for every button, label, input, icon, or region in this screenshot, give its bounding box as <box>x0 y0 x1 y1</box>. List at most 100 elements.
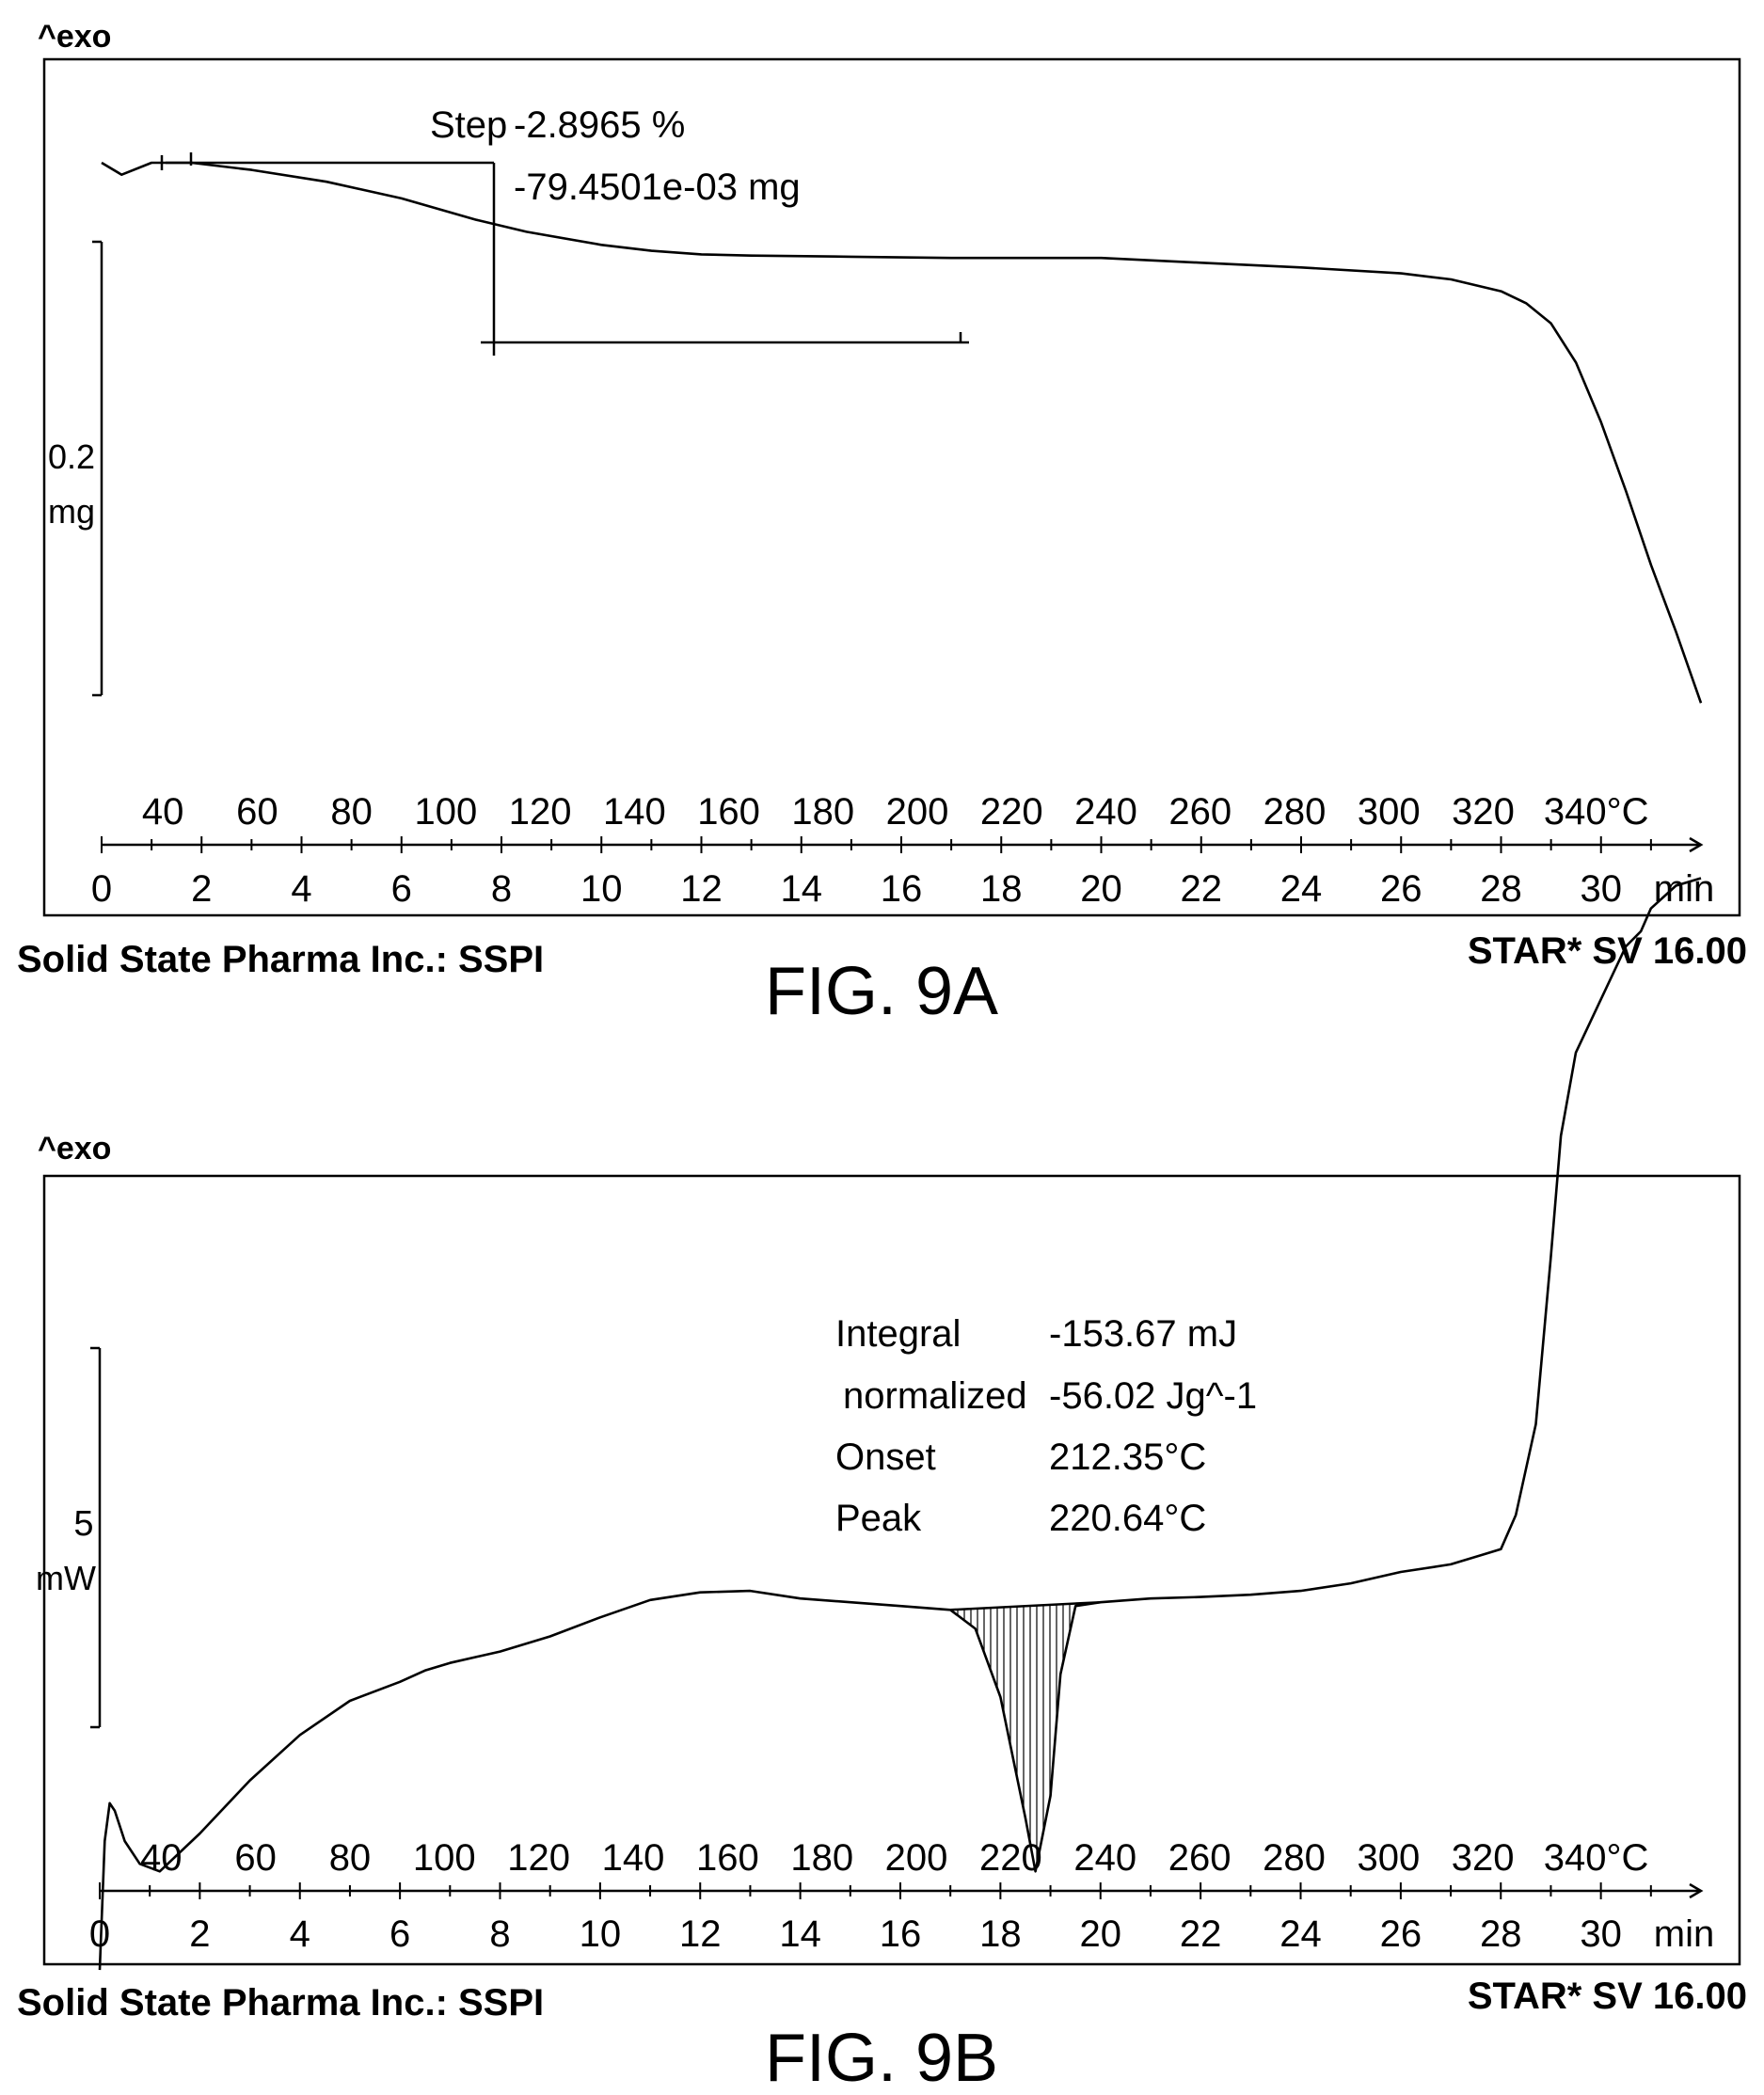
temp-tick-label-9a: 320 <box>1452 791 1515 833</box>
temp-tick-label-9a: 140 <box>603 791 666 833</box>
footer-right-9a: STAR* SV 16.00 <box>1468 930 1747 972</box>
time-tick-label-9b: 16 <box>880 1913 922 1955</box>
temp-tick-label-9a: 340°C <box>1544 791 1649 833</box>
exo-label-9a: ^exo <box>38 19 111 55</box>
time-tick-label-9a: 22 <box>1181 868 1223 910</box>
temp-tick-label-9b: 240 <box>1073 1837 1136 1879</box>
temp-tick-label-9b: 40 <box>140 1837 183 1879</box>
time-tick-label-9a: 20 <box>1080 868 1122 910</box>
scale-bar-value-9a: 0.2 <box>48 437 95 476</box>
scale-bar-9b: 5 mW <box>36 1346 102 1729</box>
temp-tick-label-9a: 160 <box>697 791 760 833</box>
scale-bar-value-9b: 5 <box>73 1504 93 1544</box>
step-label-9a: Step <box>430 104 507 146</box>
temp-tick-label-9a: 200 <box>886 791 949 833</box>
time-axis-arrow-9a <box>1689 836 1704 853</box>
footer-left-9a: Solid State Pharma Inc.: SSPI <box>17 939 544 980</box>
plot-frame-9b <box>42 1174 1741 1966</box>
time-tick-label-9a: 28 <box>1480 868 1522 910</box>
scale-bar-unit-9b: mW <box>36 1559 96 1597</box>
temp-tick-label-9b: 320 <box>1452 1837 1515 1879</box>
step-annotation-9a: Step -2.8965 % -79.4501e-03 mg <box>160 104 969 356</box>
footer-left-9b: Solid State Pharma Inc.: SSPI <box>17 1982 544 2024</box>
footer-right-9b: STAR* SV 16.00 <box>1468 1976 1747 2017</box>
temp-tick-label-9b: 300 <box>1357 1837 1420 1879</box>
integration-annotation-9b: Integral -153.67 mJ normalized -56.02 Jg… <box>835 1313 1257 1539</box>
peak-value-9b: 220.64°C <box>1049 1498 1206 1539</box>
time-tick-label-9b: 20 <box>1080 1913 1122 1955</box>
integration-baseline-9b <box>950 1600 1101 1611</box>
temp-tick-label-9a: 40 <box>142 791 184 833</box>
temp-tick-label-9a: 260 <box>1168 791 1232 833</box>
time-tick-label-9a: min <box>1654 868 1714 910</box>
temp-tick-label-9a: 280 <box>1263 791 1327 833</box>
time-tick-label-9a: 30 <box>1581 868 1623 910</box>
time-tick-label-9b: 22 <box>1180 1913 1222 1955</box>
time-tick-label-9a: 8 <box>491 868 512 910</box>
time-tick-label-9a: 14 <box>781 868 823 910</box>
temp-tick-label-9b: 140 <box>602 1837 665 1879</box>
plot-frame-9a <box>42 57 1741 917</box>
temp-tick-label-9a: 100 <box>414 791 477 833</box>
temp-tick-label-9b: 160 <box>696 1837 759 1879</box>
temp-tick-label-9b: 180 <box>790 1837 853 1879</box>
onset-value-9b: 212.35°C <box>1049 1436 1206 1478</box>
time-axis-arrow-9b <box>1689 1882 1704 1899</box>
temp-tick-label-9b: 260 <box>1168 1837 1232 1879</box>
time-tick-label-9b: 30 <box>1580 1913 1622 1955</box>
time-tick-label-9b: 4 <box>290 1913 310 1955</box>
scale-bar-unit-9a: mg <box>48 492 95 531</box>
series-line-9b <box>98 877 1702 1971</box>
time-tick-label-9b: 10 <box>580 1913 622 1955</box>
temp-tick-label-9a: 240 <box>1074 791 1137 833</box>
series-line-9a <box>101 161 1703 704</box>
normalized-label-9b: normalized <box>843 1375 1027 1417</box>
temp-tick-label-9b: 200 <box>885 1837 948 1879</box>
normalized-value-9b: -56.02 Jg^-1 <box>1049 1375 1257 1417</box>
time-tick-label-9a: 18 <box>980 868 1023 910</box>
temp-tick-label-9b: 220 <box>979 1837 1042 1879</box>
time-tick-label-9b: 26 <box>1380 1913 1422 1955</box>
temp-tick-label-9b: 340°C <box>1544 1837 1649 1879</box>
temp-tick-label-9a: 120 <box>509 791 572 833</box>
temp-tick-label-9b: 120 <box>507 1837 570 1879</box>
figure-label-9a: FIG. 9A <box>765 954 998 1029</box>
chart-9b: ^exo 5 mW Integral -153.67 mJ normalized… <box>17 877 1747 2095</box>
temp-tick-label-9b: 100 <box>413 1837 476 1879</box>
time-tick-label-9b: 24 <box>1279 1913 1322 1955</box>
time-tick-label-9a: 6 <box>391 868 412 910</box>
time-tick-label-9a: 0 <box>91 868 112 910</box>
temp-tick-label-9b: 80 <box>329 1837 372 1879</box>
time-tick-label-9a: 16 <box>881 868 923 910</box>
time-tick-label-9b: 0 <box>89 1913 110 1955</box>
step-percent-9a: -2.8965 % <box>514 104 685 146</box>
time-tick-label-9a: 4 <box>291 868 311 910</box>
time-tick-label-9b: 2 <box>189 1913 210 1955</box>
time-tick-label-9a: 2 <box>191 868 212 910</box>
peak-label-9b: Peak <box>835 1498 922 1539</box>
time-tick-label-9b: 8 <box>489 1913 510 1955</box>
time-tick-label-9a: 10 <box>580 868 623 910</box>
step-mass-9a: -79.4501e-03 mg <box>514 167 801 208</box>
onset-label-9b: Onset <box>835 1436 936 1478</box>
figure-label-9b: FIG. 9B <box>765 2021 998 2095</box>
integral-value-9b: -153.67 mJ <box>1049 1313 1237 1355</box>
scale-bar-9a: 0.2 mg <box>48 240 103 697</box>
temp-tick-label-9a: 80 <box>330 791 373 833</box>
temp-tick-label-9a: 300 <box>1358 791 1421 833</box>
time-tick-label-9b: min <box>1654 1913 1714 1955</box>
time-tick-label-9b: 12 <box>679 1913 722 1955</box>
dsc-curve-9b <box>98 877 1702 1971</box>
time-tick-label-9b: 28 <box>1480 1913 1522 1955</box>
chart-9a: ^exo 0.2 mg Step -2.8965 % -79.4501e-03 … <box>17 19 1747 1029</box>
time-tick-label-9a: 26 <box>1380 868 1422 910</box>
temp-tick-label-9a: 60 <box>236 791 278 833</box>
tga-curve-9a <box>101 161 1703 704</box>
time-tick-label-9b: 6 <box>389 1913 410 1955</box>
time-tick-label-9a: 12 <box>680 868 723 910</box>
temp-tick-label-9b: 280 <box>1263 1837 1326 1879</box>
integration-area-9b <box>950 1602 1101 1872</box>
